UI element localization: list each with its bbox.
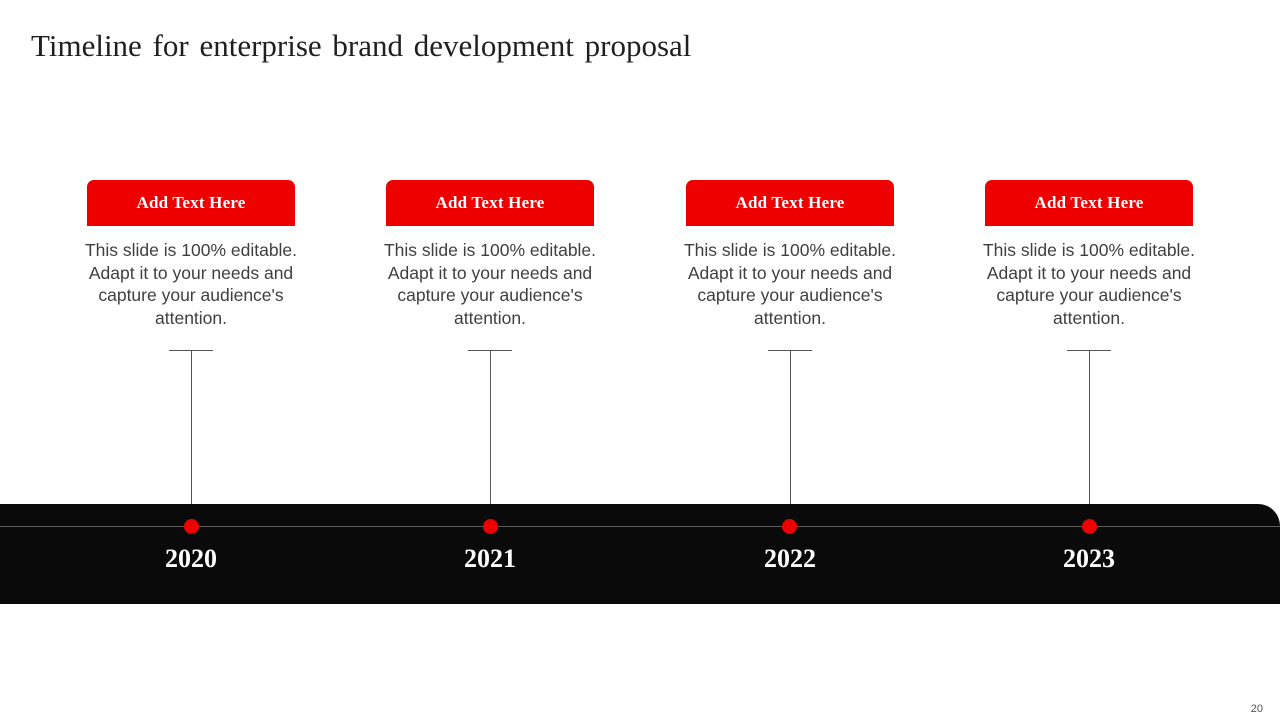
- timeline-card-2021: Add Text Here This slide is 100% editabl…: [384, 180, 596, 329]
- connector-line: [1089, 350, 1090, 526]
- timeline-year: 2020: [165, 544, 217, 573]
- timeline-axis-line: [0, 526, 1280, 527]
- timeline-year: 2021: [464, 544, 516, 573]
- card-body-text: This slide is 100% editable. Adapt it to…: [683, 240, 897, 328]
- page-title: Timeline for enterprise brand developmen…: [31, 28, 692, 63]
- card-body-text: This slide is 100% editable. Adapt it to…: [84, 240, 298, 328]
- card-heading: Add Text Here: [985, 180, 1193, 226]
- timeline-year: 2022: [764, 544, 816, 573]
- timeline-band: [0, 504, 1280, 604]
- timeline-marker-dot: [782, 519, 797, 534]
- page-number: 20: [1250, 703, 1263, 715]
- timeline-marker-dot: [1082, 519, 1097, 534]
- timeline-year: 2023: [1063, 544, 1115, 573]
- timeline-marker-dot: [483, 519, 498, 534]
- connector-line: [790, 350, 791, 526]
- card-body-text: This slide is 100% editable. Adapt it to…: [982, 240, 1196, 328]
- timeline-card-2020: Add Text Here This slide is 100% editabl…: [85, 180, 297, 329]
- connector-line: [191, 350, 192, 526]
- timeline-marker-dot: [184, 519, 199, 534]
- connector-line: [490, 350, 491, 526]
- timeline-card-2023: Add Text Here This slide is 100% editabl…: [983, 180, 1195, 329]
- timeline-card-2022: Add Text Here This slide is 100% editabl…: [684, 180, 896, 329]
- card-body-text: This slide is 100% editable. Adapt it to…: [383, 240, 597, 328]
- card-heading: Add Text Here: [686, 180, 894, 226]
- card-heading: Add Text Here: [87, 180, 295, 226]
- card-heading: Add Text Here: [386, 180, 594, 226]
